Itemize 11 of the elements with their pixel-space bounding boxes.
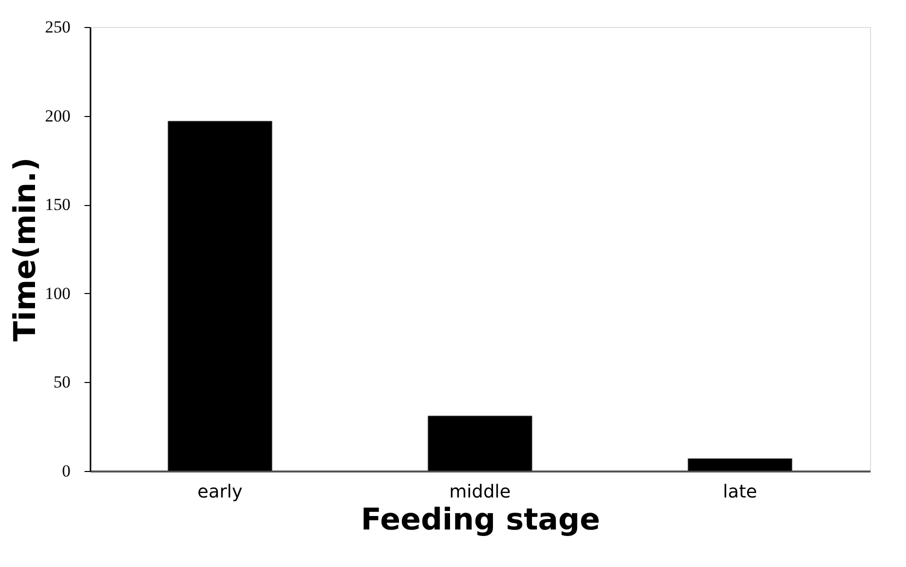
y-tick-label: 200: [45, 106, 70, 126]
y-tick-label: 100: [45, 284, 70, 303]
x-tick-label: middle: [449, 482, 511, 502]
y-tick-label: 0: [62, 462, 70, 480]
x-tick-label: late: [722, 482, 758, 502]
x-tick-label: early: [197, 482, 243, 502]
y-axis-title: Time(min.): [8, 157, 43, 342]
y-tick-label: 150: [45, 195, 70, 214]
y-tick-label: 250: [45, 18, 70, 36]
x-axis-title: Feeding stage: [360, 502, 600, 538]
y-tick-label: 50: [54, 372, 70, 392]
